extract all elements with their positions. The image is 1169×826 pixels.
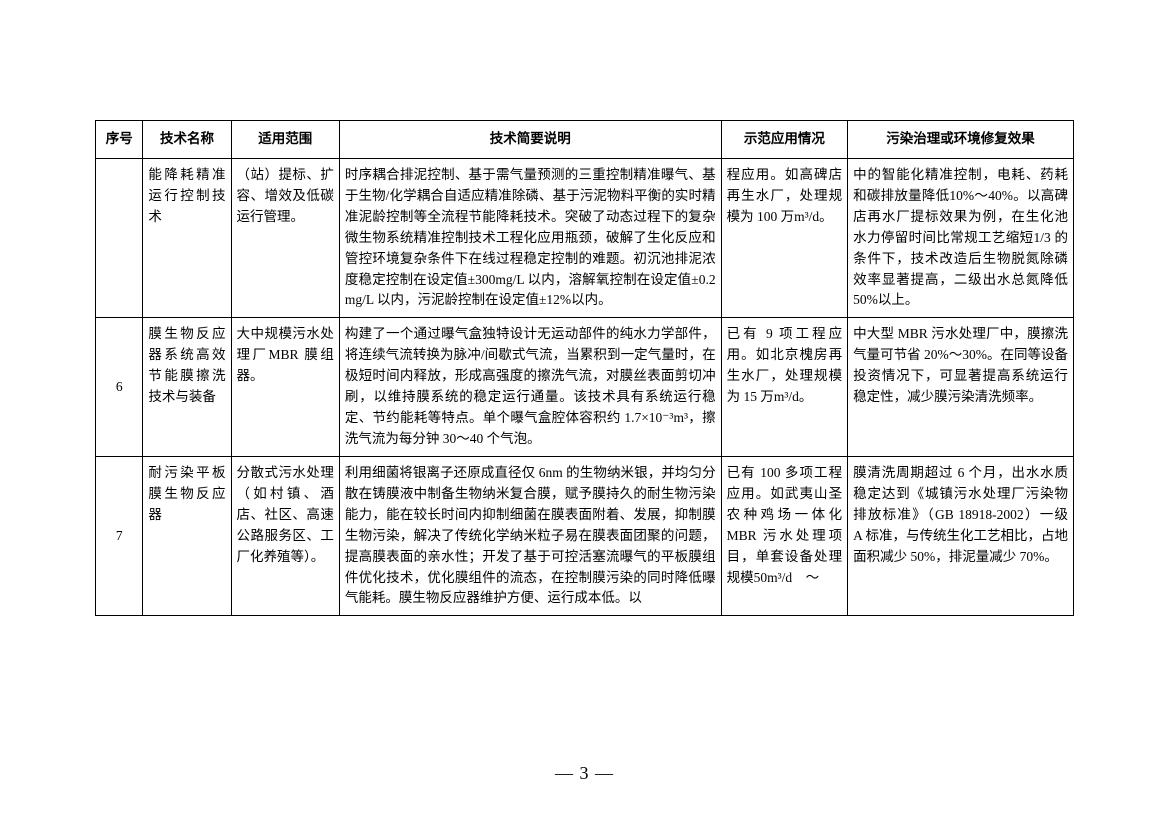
table-row: 7 耐污染平板膜生物反应器 分散式污水处理（如村镇、酒店、社区、高速公路服务区、…	[96, 456, 1074, 615]
table-header-row: 序号 技术名称 适用范围 技术简要说明 示范应用情况 污染治理或环境修复效果	[96, 121, 1074, 159]
cell-name: 耐污染平板膜生物反应器	[143, 456, 231, 615]
table-row: 能降耗精准运行控制技术 （站）提标、扩容、增效及低碳运行管理。 时序耦合排泥控制…	[96, 158, 1074, 317]
cell-scope: 大中规模污水处理厂MBR 膜组器。	[231, 318, 339, 457]
cell-app: 程应用。如高碑店再生水厂，处理规模为 100 万m³/d。	[721, 158, 847, 317]
cell-eff: 中的智能化精准控制，电耗、药耗和碳排放量降低10%～40%。以高碑店再水厂提标效…	[848, 158, 1074, 317]
cell-desc: 构建了一个通过曝气盒独特设计无运动部件的纯水力学部件，将连续气流转换为脉冲/间歇…	[339, 318, 721, 457]
th-desc: 技术简要说明	[339, 121, 721, 159]
cell-app: 已有 100 多项工程应用。如武夷山圣农种鸡场一体化MBR 污水处理项目，单套设…	[721, 456, 847, 615]
cell-desc: 时序耦合排泥控制、基于需气量预测的三重控制精准曝气、基于生物/化学耦合自适应精准…	[339, 158, 721, 317]
table-row: 6 膜生物反应器系统高效节能膜擦洗技术与装备 大中规模污水处理厂MBR 膜组器。…	[96, 318, 1074, 457]
th-num: 序号	[96, 121, 143, 159]
cell-num: 7	[96, 456, 143, 615]
th-scope: 适用范围	[231, 121, 339, 159]
cell-num	[96, 158, 143, 317]
cell-scope: 分散式污水处理（如村镇、酒店、社区、高速公路服务区、工厂化养殖等）。	[231, 456, 339, 615]
tech-table: 序号 技术名称 适用范围 技术简要说明 示范应用情况 污染治理或环境修复效果 能…	[95, 120, 1074, 616]
page-number: — 3 —	[0, 763, 1169, 784]
th-app: 示范应用情况	[721, 121, 847, 159]
cell-desc: 利用细菌将银离子还原成直径仅 6nm 的生物纳米银，并均匀分散在铸膜液中制备生物…	[339, 456, 721, 615]
cell-name: 膜生物反应器系统高效节能膜擦洗技术与装备	[143, 318, 231, 457]
cell-eff: 中大型 MBR 污水处理厂中，膜擦洗气量可节省 20%～30%。在同等设备投资情…	[848, 318, 1074, 457]
cell-scope: （站）提标、扩容、增效及低碳运行管理。	[231, 158, 339, 317]
th-name: 技术名称	[143, 121, 231, 159]
cell-num: 6	[96, 318, 143, 457]
cell-eff: 膜清洗周期超过 6 个月，出水水质稳定达到《城镇污水处理厂污染物排放标准》（GB…	[848, 456, 1074, 615]
cell-app: 已有 9 项工程应用。如北京槐房再生水厂，处理规模为 15 万m³/d。	[721, 318, 847, 457]
cell-name: 能降耗精准运行控制技术	[143, 158, 231, 317]
th-eff: 污染治理或环境修复效果	[848, 121, 1074, 159]
